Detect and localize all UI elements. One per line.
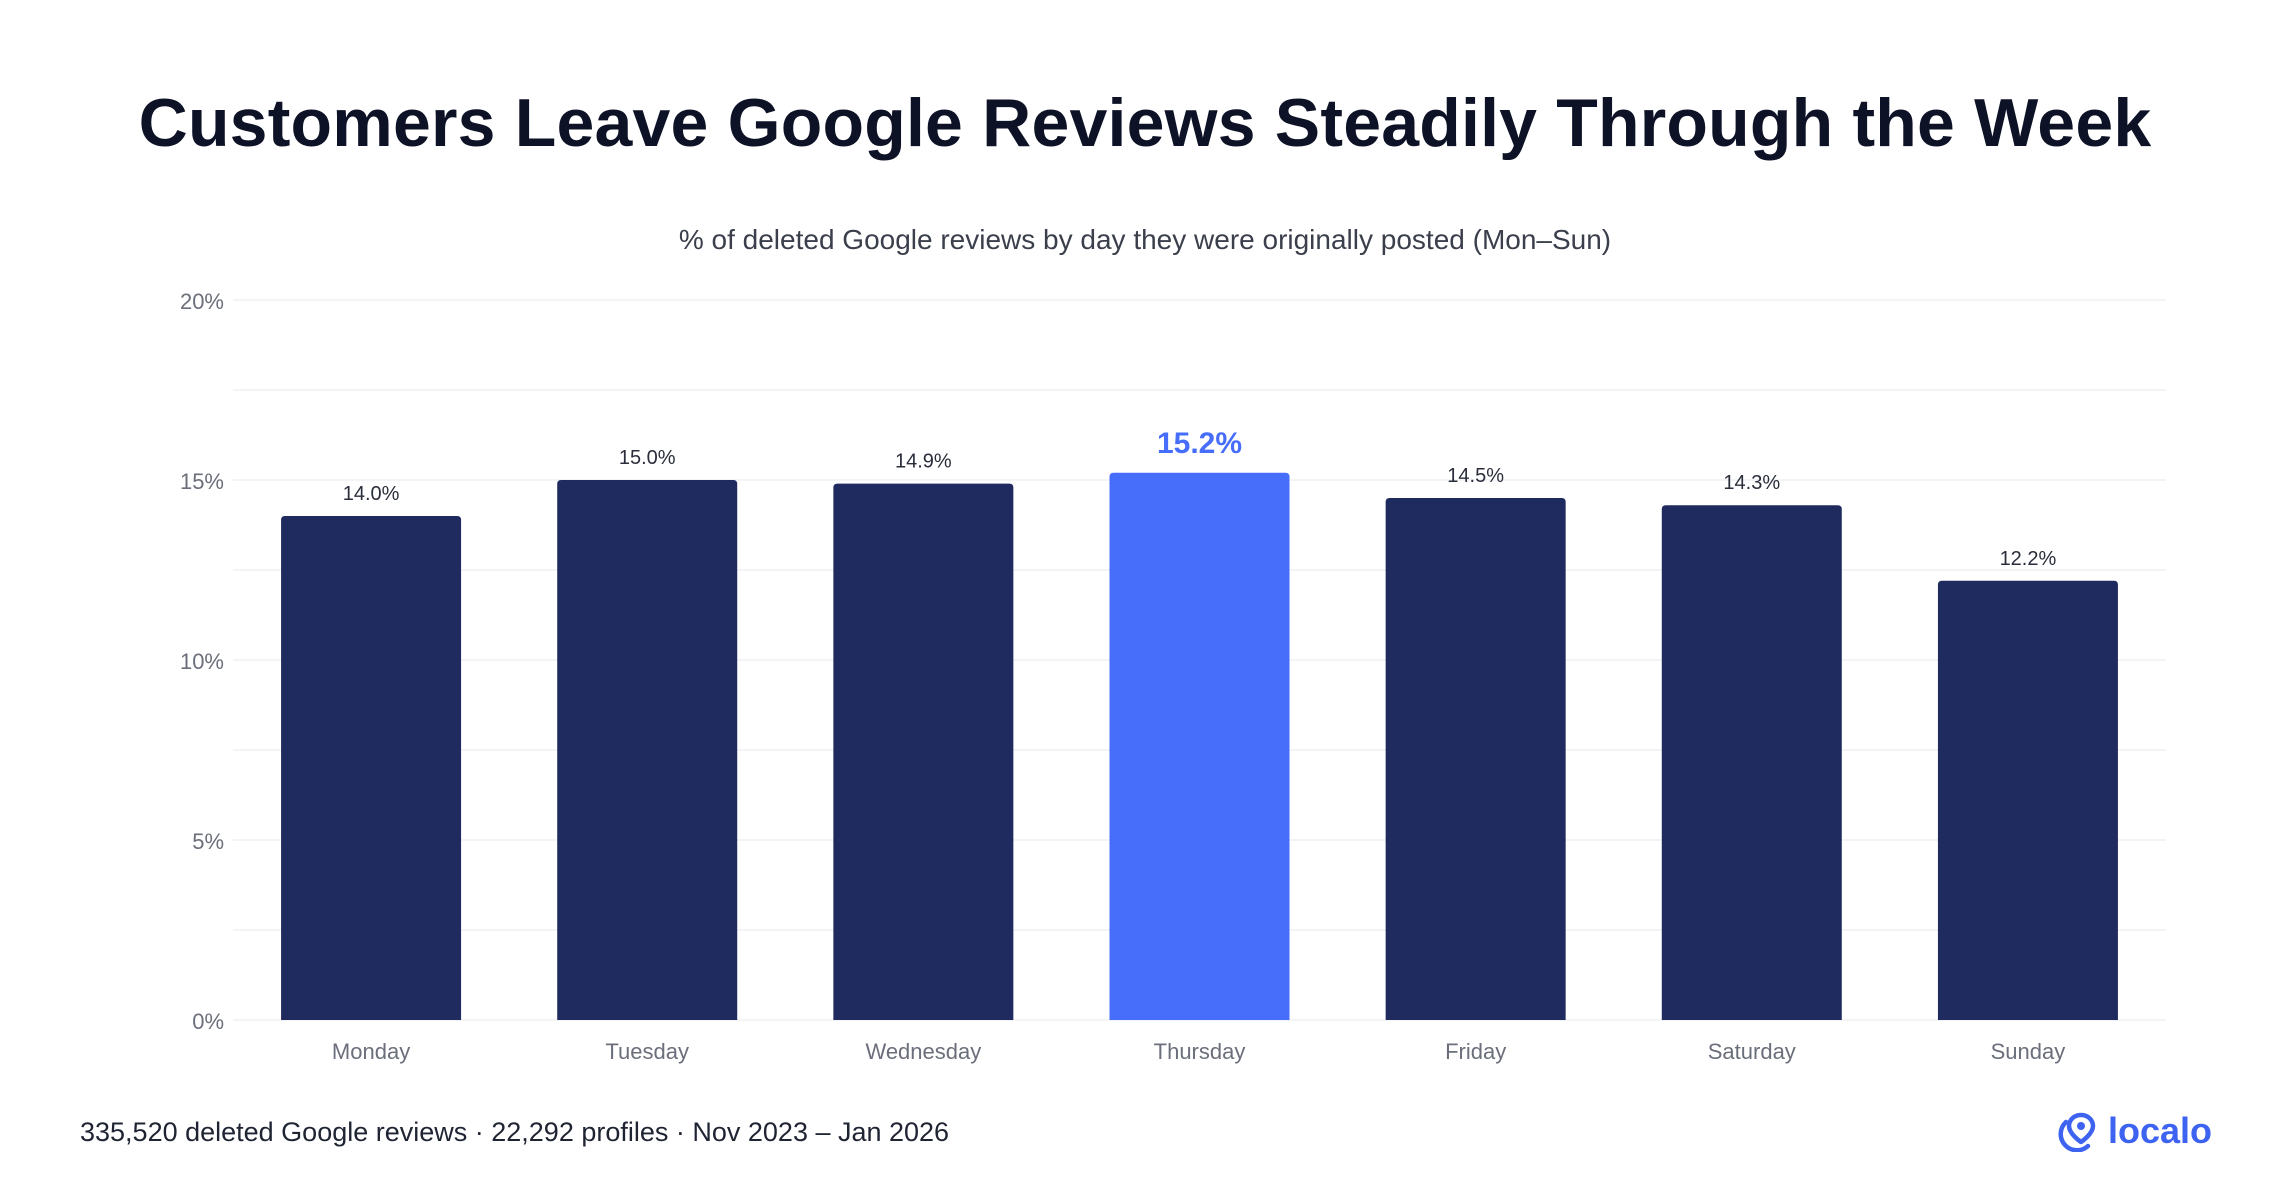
y-tick-label: 0% — [192, 1009, 224, 1034]
bar-friday — [1385, 498, 1566, 1020]
bar-value-label: 14.9% — [895, 451, 952, 473]
bar-saturday — [1661, 505, 1842, 1020]
bar-value-label: 14.3% — [1723, 472, 1780, 494]
y-tick-label: 15% — [180, 469, 224, 494]
x-tick-label: Friday — [1445, 1039, 1506, 1064]
brand-name: localo — [2108, 1110, 2213, 1151]
bar-value-label: 15.0% — [619, 447, 676, 469]
brand-logo[interactable]: localo — [2058, 1110, 2212, 1152]
bar-value-label: 14.0% — [343, 483, 400, 505]
footer-note: 335,520 deleted Google reviews · 22,292 … — [80, 1117, 950, 1147]
x-tick-label: Monday — [332, 1039, 410, 1064]
bar-value-label: 15.2% — [1157, 427, 1242, 460]
bar-wednesday — [833, 483, 1014, 1021]
chart-title: Customers Leave Google Reviews Steadily … — [138, 85, 2152, 161]
location-pin-icon — [2058, 1112, 2096, 1152]
bar-tuesday — [557, 480, 738, 1020]
bar-value-label: 14.5% — [1447, 465, 1504, 487]
y-tick-label: 10% — [180, 649, 224, 674]
bar-thursday — [1109, 472, 1290, 1020]
chart-subtitle: % of deleted Google reviews by day they … — [678, 224, 1612, 255]
x-tick-label: Wednesday — [865, 1039, 981, 1064]
y-tick-label: 5% — [192, 829, 224, 854]
bar-sunday — [1937, 580, 2118, 1020]
y-tick-label: 20% — [180, 289, 224, 314]
bar-monday — [281, 516, 462, 1020]
x-tick-label: Sunday — [1991, 1039, 2066, 1064]
x-tick-label: Tuesday — [605, 1039, 689, 1064]
x-tick-label: Saturday — [1708, 1039, 1796, 1064]
bar-value-label: 12.2% — [2000, 548, 2057, 570]
x-tick-label: Thursday — [1154, 1039, 1246, 1064]
